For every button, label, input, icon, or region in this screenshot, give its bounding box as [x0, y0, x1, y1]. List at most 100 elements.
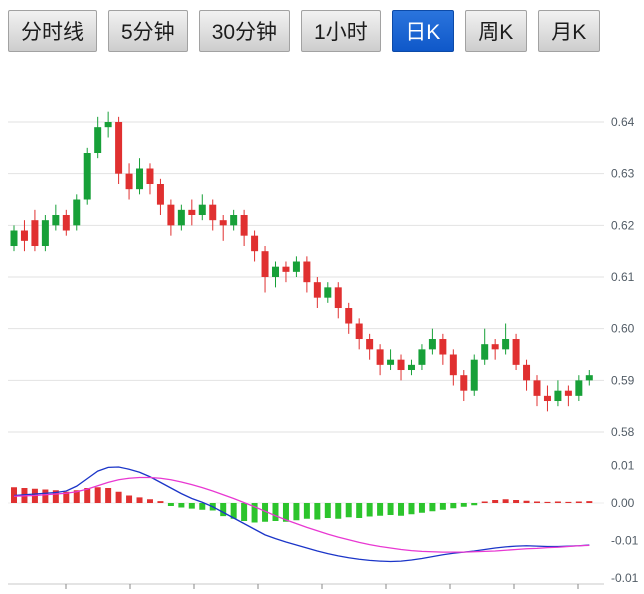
- timeframe-tab-daily-k[interactable]: 日K: [391, 10, 454, 52]
- candle: [31, 209, 39, 252]
- candle-body: [523, 364, 531, 381]
- candle-body: [355, 323, 363, 340]
- macd-axis-label: 0.00: [611, 496, 635, 510]
- macd-histogram-bar: [429, 503, 436, 512]
- macd-axis: 0.01 0.00 -0.01 -0.01: [611, 459, 639, 586]
- macd-histogram-bar: [398, 503, 405, 516]
- macd-histogram-bar: [345, 503, 352, 518]
- candle: [272, 261, 279, 288]
- candle-body: [585, 375, 593, 381]
- candle: [334, 282, 342, 319]
- macd-histogram-bar: [146, 499, 153, 503]
- candle: [366, 333, 374, 360]
- macd-histogram-bar: [586, 501, 593, 503]
- candle: [115, 116, 123, 185]
- candle-body: [104, 122, 112, 128]
- price-axis-label: 0.59: [611, 373, 635, 387]
- candle: [449, 349, 457, 386]
- macd-histogram-bar: [84, 488, 91, 503]
- candle: [261, 246, 269, 293]
- candle-body: [470, 359, 478, 391]
- candle: [324, 282, 332, 303]
- candle: [345, 302, 353, 334]
- candle: [428, 328, 436, 355]
- macd-histogram-bar: [105, 488, 112, 503]
- macd-histogram-bar: [94, 487, 101, 503]
- macd-axis-label: -0.01: [611, 571, 639, 585]
- macd-histogram-bar: [282, 503, 289, 522]
- candle-body: [575, 380, 583, 396]
- candle-body: [230, 215, 238, 226]
- macd-histogram-bar: [157, 501, 164, 503]
- candle: [282, 261, 290, 283]
- candle-body: [418, 349, 426, 365]
- candle: [533, 375, 541, 407]
- candle-body: [282, 266, 290, 272]
- candle: [83, 147, 91, 205]
- macd-histogram-bar: [262, 503, 269, 522]
- candle-body: [564, 390, 572, 396]
- price-axis: 0.64 0.63 0.62 0.61 0.60 0.59 0.58: [611, 115, 635, 439]
- macd-histogram-bar: [324, 503, 331, 518]
- macd-histogram-bar: [481, 501, 488, 503]
- candle-body: [219, 220, 227, 226]
- macd-histogram-bar: [356, 503, 363, 518]
- candle-body: [209, 204, 217, 221]
- candle-body: [324, 287, 332, 298]
- candle: [73, 194, 81, 231]
- macd-histogram-bar: [293, 503, 300, 521]
- macd-axis-label: 0.01: [611, 459, 635, 473]
- macd-histogram-bar: [471, 503, 478, 506]
- price-axis-label: 0.58: [611, 425, 635, 439]
- candle-body: [491, 344, 499, 350]
- macd-histogram-bar: [251, 503, 258, 523]
- candlestick-chart[interactable]: 0.64 0.63 0.62 0.61 0.60 0.59 0.58 0.01 0.00 -0.0…: [0, 60, 644, 594]
- candle-body: [62, 215, 70, 231]
- macd-histogram-bar: [460, 503, 467, 507]
- timeframe-tab-monthly-k[interactable]: 月K: [537, 10, 600, 52]
- candle: [136, 158, 144, 195]
- candle: [313, 277, 321, 309]
- macd-histogram-bar: [502, 499, 509, 503]
- candle: [585, 370, 593, 386]
- timeframe-tab-1hour[interactable]: 1小时: [301, 10, 381, 52]
- price-axis-label: 0.62: [611, 218, 635, 232]
- macd-histogram-bar: [303, 503, 310, 519]
- timeframe-tab-weekly-k[interactable]: 周K: [464, 10, 527, 52]
- macd-histogram-bar: [63, 491, 70, 503]
- macd-histogram-bar: [418, 503, 425, 513]
- macd-histogram-bar: [575, 501, 582, 503]
- candle-body: [439, 339, 447, 355]
- macd-histogram-bar: [272, 503, 279, 521]
- candle-body: [533, 380, 541, 396]
- candle: [104, 111, 112, 138]
- candle: [575, 375, 583, 402]
- macd-histogram-bar: [544, 501, 551, 503]
- candle: [564, 385, 572, 407]
- candle: [543, 385, 551, 412]
- macd-histogram-bar: [126, 495, 133, 503]
- timeframe-tab-30min[interactable]: 30分钟: [198, 10, 291, 52]
- macd-histogram: [11, 487, 593, 523]
- candle-body: [345, 308, 353, 324]
- price-axis-label: 0.63: [611, 167, 635, 181]
- candle: [52, 204, 60, 231]
- candle: [376, 344, 384, 376]
- candle: [460, 370, 468, 402]
- candle: [94, 116, 102, 159]
- candle: [146, 163, 154, 195]
- candle: [470, 354, 478, 396]
- candle: [188, 199, 196, 226]
- candle: [10, 225, 18, 252]
- macd-histogram-bar: [377, 503, 384, 516]
- macd-axis-label: -0.01: [611, 534, 639, 548]
- candle: [230, 209, 238, 231]
- candle-body: [125, 173, 133, 190]
- macd-histogram-bar: [42, 489, 49, 503]
- candle-body: [31, 220, 39, 247]
- macd-histogram-bar: [513, 500, 520, 503]
- candle: [502, 323, 510, 355]
- timeframe-tab-5min[interactable]: 5分钟: [108, 10, 188, 52]
- timeframe-tab-timeshare[interactable]: 分时线: [8, 10, 97, 52]
